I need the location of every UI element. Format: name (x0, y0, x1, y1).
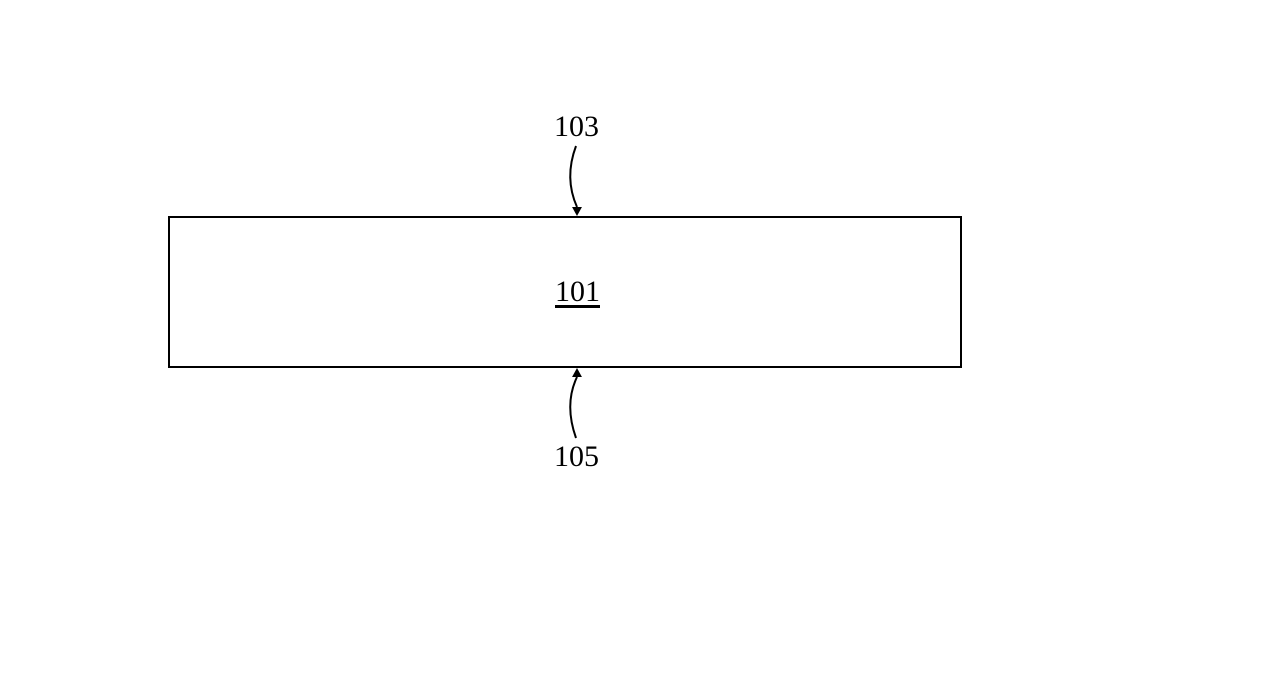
bottom-lead-path (570, 377, 577, 438)
bottom-arrowhead-icon (572, 368, 582, 377)
bottom-lead-line (0, 0, 1278, 678)
